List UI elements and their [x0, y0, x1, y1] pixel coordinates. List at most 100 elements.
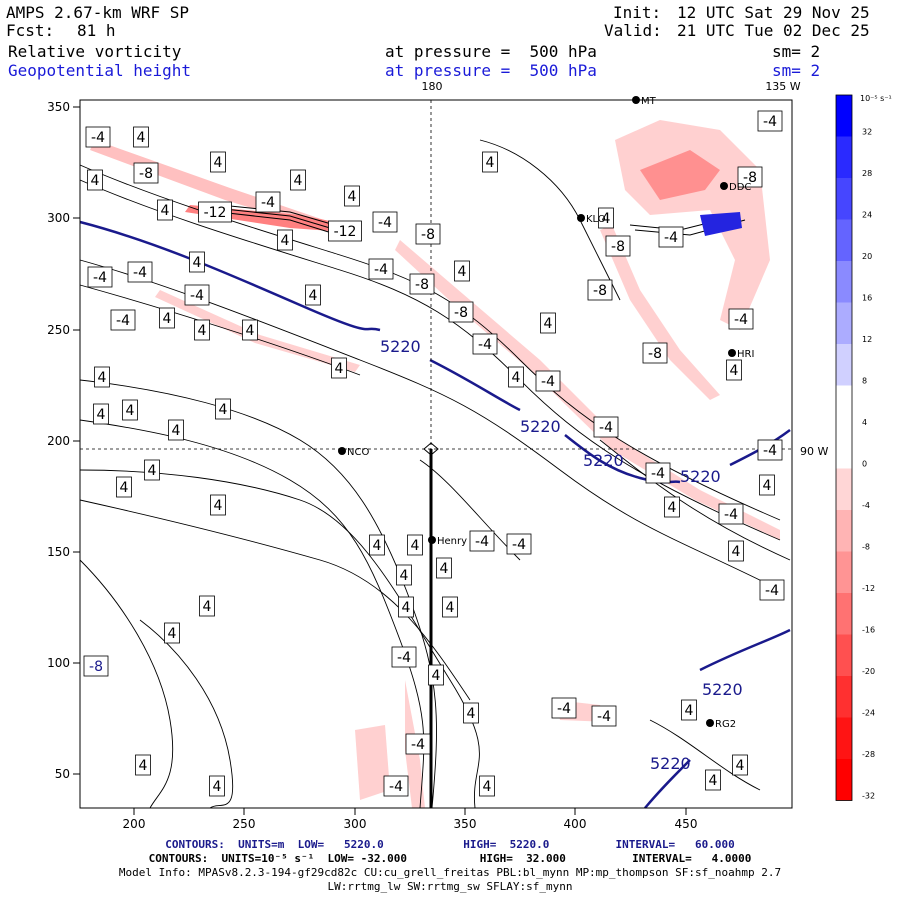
vorticity-label: 4 [369, 534, 385, 556]
svg-text:HRI: HRI [737, 349, 754, 360]
colorbar-tick-label: 16 [862, 294, 872, 303]
footer-vorticity-contours: CONTOURS: UNITS=10⁻⁵ s⁻¹ LOW= -32.000 HI… [148, 852, 752, 865]
vorticity-label: 4 [189, 251, 205, 273]
colorbar: 32 28 24 20 16 12 8 4 0 -4 -8 -12 -16 -20 -24 -28 -32 [835, 94, 875, 801]
vorticity-label: -4 [472, 333, 498, 355]
svg-text:4: 4 [97, 407, 106, 423]
svg-text:RG2: RG2 [715, 719, 736, 730]
vorticity-label: -12 [328, 220, 362, 242]
vorticity-label: 4 [681, 699, 697, 721]
footer-model-info: Model Info: MPASv8.2.3-194-gf29cd82c CU:… [118, 866, 782, 879]
svg-text:4: 4 [172, 423, 181, 439]
vorticity-label: -4 [368, 258, 394, 280]
vorticity-label: -4 [87, 266, 113, 288]
svg-text:4: 4 [294, 173, 303, 189]
svg-text:4: 4 [203, 599, 212, 615]
height-label: 5220 [680, 467, 721, 486]
vorticity-label: -8 [133, 162, 159, 184]
svg-text:-4: -4 [91, 130, 105, 146]
height-label: 5220 [380, 337, 421, 356]
pressure-level-height: at pressure = 500 hPa [385, 61, 597, 80]
colorbar-swatch [836, 759, 852, 801]
vorticity-label: -4 [110, 309, 136, 331]
vorticity-label: 4 [482, 151, 498, 173]
colorbar-swatch [836, 717, 852, 759]
vorticity-label: 4 [598, 207, 614, 229]
svg-text:-4: -4 [93, 270, 107, 286]
colorbar-tick-label: 12 [862, 335, 872, 344]
colorbar-tick-label: -8 [862, 543, 870, 552]
svg-text:4: 4 [467, 706, 476, 722]
colorbar-swatch [836, 344, 852, 386]
vorticity-label: -4 [728, 308, 754, 330]
vorticity-label: 4 [93, 403, 109, 425]
fill-band-ne [600, 225, 720, 400]
svg-text:-4: -4 [724, 507, 738, 523]
svg-text:4: 4 [120, 480, 129, 496]
svg-text:4: 4 [98, 370, 107, 386]
vorticity-label: 4 [732, 754, 748, 776]
smoothing-vorticity: sm= 2 [772, 42, 821, 61]
colorbar-tick-label: 24 [862, 211, 872, 220]
y-axis: 350 300 250 200 150 100 50 [47, 100, 80, 781]
y-tick-label: 200 [47, 434, 70, 448]
svg-text:-4: -4 [541, 374, 555, 390]
svg-text:4: 4 [246, 323, 255, 339]
svg-text:4: 4 [309, 288, 318, 304]
vorticity-label: 4 [144, 459, 160, 481]
vorticity-label: 4 [728, 540, 744, 562]
svg-text:-4: -4 [389, 779, 403, 795]
vorticity-label: 4 [442, 596, 458, 618]
svg-text:4: 4 [168, 626, 177, 642]
y-tick-label: 250 [47, 323, 70, 337]
svg-text:-8: -8 [648, 346, 662, 362]
svg-text:MT: MT [641, 96, 657, 107]
svg-text:4: 4 [148, 463, 157, 479]
meridian-label-90w: 90 W [800, 445, 828, 458]
colorbar-swatch [836, 468, 852, 510]
valid-value: 21 UTC Tue 02 Dec 25 [677, 21, 870, 40]
colorbar-swatch [836, 95, 852, 137]
vorticity-label: -8 [448, 301, 474, 323]
station-mt: MT [632, 96, 657, 107]
height-label: 5220 [702, 680, 743, 699]
fill-blob-ne-core [640, 150, 720, 200]
svg-text:4: 4 [281, 233, 290, 249]
svg-text:4: 4 [348, 189, 357, 205]
station-klo: KLO [577, 214, 606, 225]
vorticity-label: 4 [135, 754, 151, 776]
station-henry: Henry [428, 536, 467, 547]
svg-text:-4: -4 [664, 230, 678, 246]
svg-text:-4: -4 [651, 466, 665, 482]
vorticity-label: -8 [642, 342, 668, 364]
init-label: Init: [613, 3, 662, 22]
colorbar-tick-label: 20 [862, 252, 872, 261]
colorbar-swatch [836, 261, 852, 303]
svg-text:-4: -4 [557, 701, 571, 717]
svg-text:4: 4 [400, 568, 409, 584]
svg-text:4: 4 [214, 498, 223, 514]
colorbar-swatch [836, 676, 852, 718]
svg-text:-8: -8 [415, 277, 429, 293]
x-tick-label: 250 [233, 817, 256, 831]
svg-text:-8: -8 [139, 166, 153, 182]
colorbar-tick-label: -24 [862, 709, 875, 718]
svg-text:4: 4 [736, 758, 745, 774]
vorticity-label: -8 [409, 273, 435, 295]
svg-text:4: 4 [139, 758, 148, 774]
vorticity-label: 4 [428, 664, 444, 686]
forecast-value: 81 h [77, 21, 116, 40]
svg-text:4: 4 [763, 478, 772, 494]
y-tick-label: 100 [47, 656, 70, 670]
vorticity-label: 4 [344, 185, 360, 207]
vorticity-label: 4 [210, 494, 226, 516]
x-tick-label: 350 [454, 817, 477, 831]
svg-text:-4: -4 [599, 420, 613, 436]
vorticity-label: 4 [290, 169, 306, 191]
svg-text:-4: -4 [512, 537, 526, 553]
vorticity-label: 4 [479, 775, 495, 797]
x-axis: 200 250 300 350 400 450 [123, 808, 697, 831]
fill-band-diag [395, 240, 780, 540]
vorticity-positive-patch [700, 212, 742, 236]
